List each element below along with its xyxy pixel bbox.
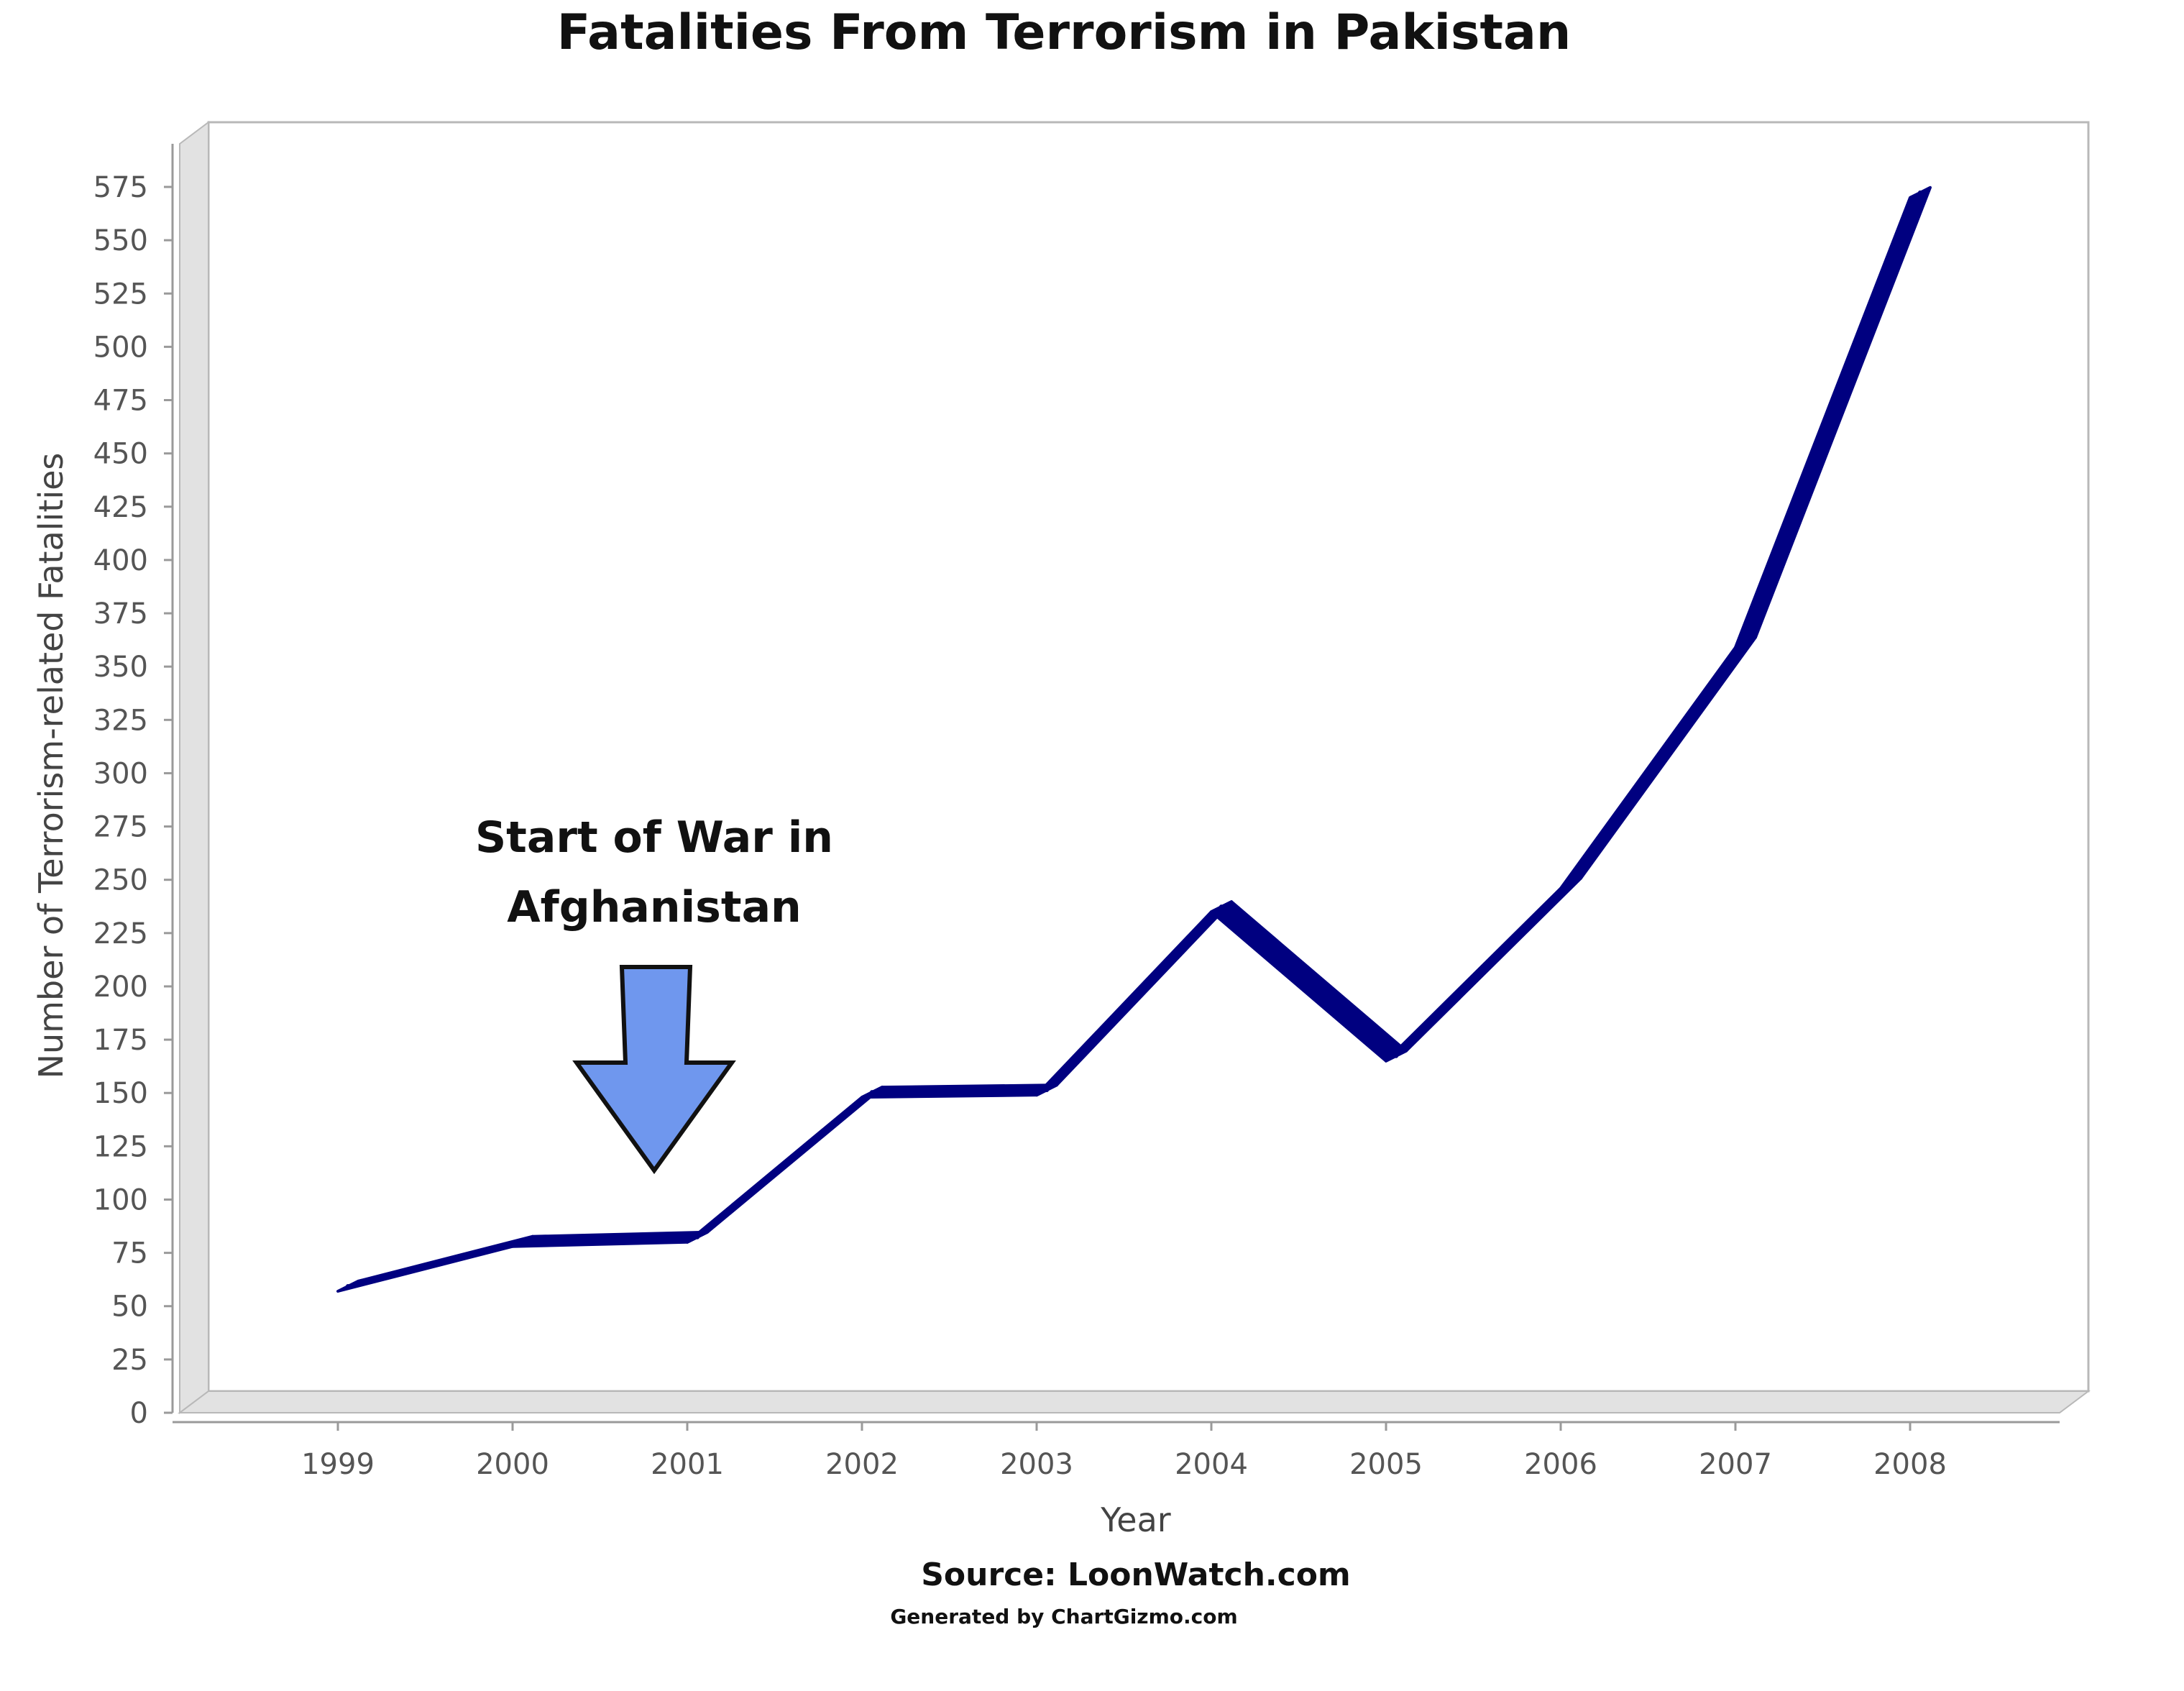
y-tick-label: 125 xyxy=(93,1130,148,1163)
data-point xyxy=(346,1283,350,1288)
x-tick-label: 1999 xyxy=(301,1448,375,1481)
x-tick-label: 2007 xyxy=(1699,1448,1772,1481)
plot-back-wall xyxy=(207,121,2090,1393)
chart-title: Fatalities From Terrorism in Pakistan xyxy=(557,4,1572,61)
data-point xyxy=(1743,640,1748,645)
y-tick-label: 275 xyxy=(93,811,148,844)
y-tick-label: 500 xyxy=(93,331,148,364)
y-tick-label: 375 xyxy=(93,597,148,631)
annotation-line-1: Start of War in xyxy=(475,812,833,863)
plot-frame xyxy=(171,121,2091,1424)
data-point xyxy=(1045,1088,1049,1093)
data-point xyxy=(870,1090,874,1095)
y-tick-label: 25 xyxy=(111,1344,148,1377)
x-axis-ticks: 1999 2000 2001 2002 2003 2004 2005 2006 2007 2008 xyxy=(301,1422,1947,1481)
y-tick-label: 225 xyxy=(93,917,148,950)
y-tick-label: 475 xyxy=(93,385,148,418)
data-point xyxy=(1918,190,1922,195)
source-text: Source: LoonWatch.com xyxy=(921,1557,1351,1593)
data-point xyxy=(695,1234,699,1239)
x-tick-label: 2000 xyxy=(476,1448,549,1481)
data-point xyxy=(1394,1053,1398,1058)
y-tick-label: 150 xyxy=(93,1077,148,1110)
x-tick-label: 2008 xyxy=(1873,1448,1947,1481)
y-tick-label: 425 xyxy=(93,491,148,524)
y-tick-label: 575 xyxy=(93,171,148,204)
annotation-arrow xyxy=(572,965,736,1175)
series-segment xyxy=(1734,185,1932,649)
y-tick-label: 175 xyxy=(93,1024,148,1057)
y-tick-label: 200 xyxy=(93,971,148,1004)
plot-left-wall xyxy=(179,121,209,1414)
y-tick-label: 100 xyxy=(93,1183,148,1216)
annotation: Start of War in Afghanistan xyxy=(475,812,833,1175)
y-axis-ticks: 0 25 50 75 100 125 150 175 200 225 250 275 300 325 350… xyxy=(93,171,173,1430)
y-tick-label: 525 xyxy=(93,278,148,311)
data-point xyxy=(1219,904,1224,909)
series-group xyxy=(336,185,1932,1293)
y-tick-label: 400 xyxy=(93,544,148,577)
y-tick-label: 250 xyxy=(93,864,148,897)
data-point xyxy=(1569,881,1573,886)
y-tick-label: 550 xyxy=(93,224,148,257)
series-segment xyxy=(861,1083,1058,1099)
x-tick-label: 2002 xyxy=(825,1448,899,1481)
y-tick-label: 300 xyxy=(93,757,148,790)
y-tick-label: 0 xyxy=(130,1397,148,1430)
x-tick-label: 2006 xyxy=(1524,1448,1597,1481)
x-tick-label: 2005 xyxy=(1349,1448,1423,1481)
y-tick-label: 75 xyxy=(111,1237,148,1270)
annotation-line-2: Afghanistan xyxy=(507,882,802,932)
y-tick-label: 350 xyxy=(93,651,148,684)
x-tick-label: 2003 xyxy=(1000,1448,1073,1481)
data-point xyxy=(520,1239,525,1244)
x-axis-title: Year xyxy=(1100,1500,1170,1539)
y-tick-label: 50 xyxy=(111,1291,148,1324)
x-tick-label: 2001 xyxy=(651,1448,724,1481)
y-axis-title: Number of Terrorism-related Fatalities xyxy=(32,453,70,1079)
y-tick-label: 450 xyxy=(93,438,148,471)
x-tick-label: 2004 xyxy=(1175,1448,1248,1481)
generated-by-text: Generated by ChartGizmo.com xyxy=(890,1605,1237,1628)
y-tick-label: 325 xyxy=(93,704,148,737)
plot-floor xyxy=(178,1390,2091,1413)
